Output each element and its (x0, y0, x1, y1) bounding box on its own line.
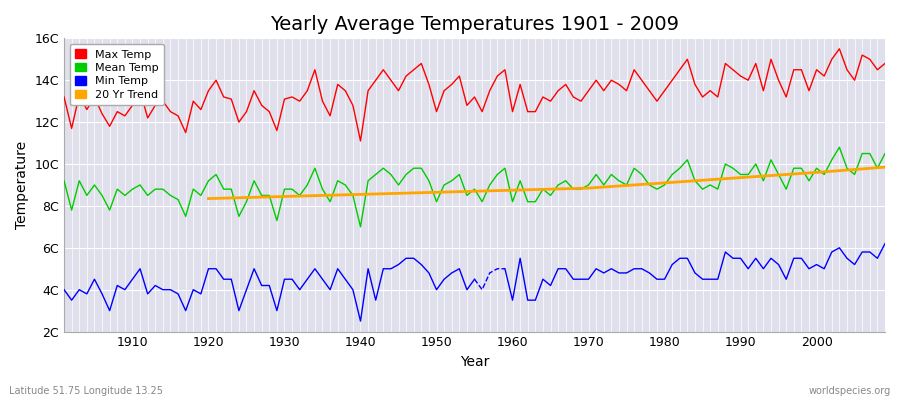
Legend: Max Temp, Mean Temp, Min Temp, 20 Yr Trend: Max Temp, Mean Temp, Min Temp, 20 Yr Tre… (69, 44, 165, 106)
Title: Yearly Average Temperatures 1901 - 2009: Yearly Average Temperatures 1901 - 2009 (270, 15, 679, 34)
Text: Latitude 51.75 Longitude 13.25: Latitude 51.75 Longitude 13.25 (9, 386, 163, 396)
Text: worldspecies.org: worldspecies.org (809, 386, 891, 396)
Y-axis label: Temperature: Temperature (15, 141, 29, 229)
X-axis label: Year: Year (460, 355, 490, 369)
